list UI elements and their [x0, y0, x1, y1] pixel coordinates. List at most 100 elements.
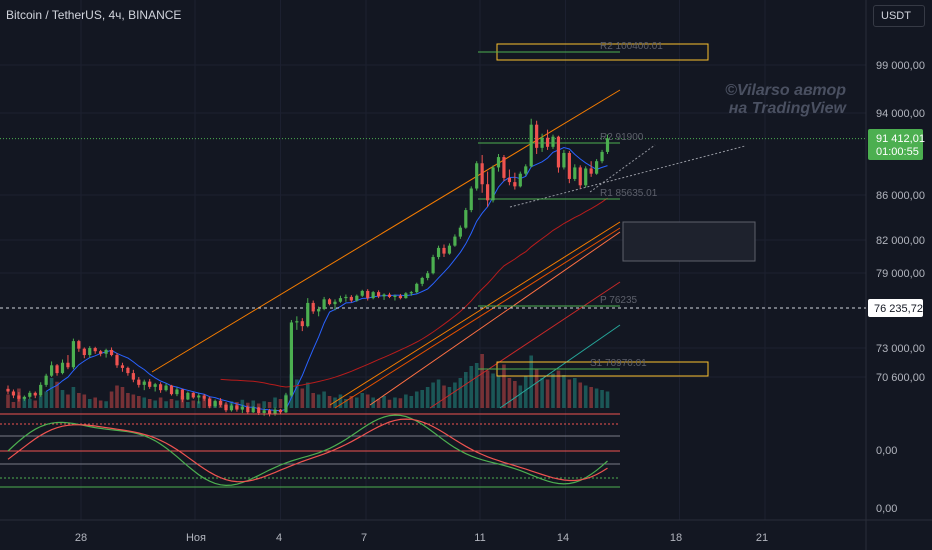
- volume-bar: [545, 379, 550, 408]
- pivot-level-label: P 76235: [600, 295, 638, 306]
- volume-bar: [202, 399, 206, 408]
- candle-body: [475, 163, 479, 189]
- candle-body: [39, 384, 43, 396]
- candle-body: [142, 381, 146, 385]
- candle-body: [126, 367, 130, 374]
- candle-body: [11, 391, 16, 396]
- oscillator-line: [7, 414, 608, 487]
- candle-body: [458, 227, 462, 237]
- volume-bar: [175, 400, 179, 408]
- volume-bar: [491, 373, 495, 408]
- candle-body: [420, 277, 424, 284]
- time-axis-label: 7: [361, 532, 367, 544]
- candle-body: [311, 302, 315, 312]
- volume-bar: [262, 401, 266, 408]
- candle-body: [404, 293, 408, 299]
- candle-body: [507, 177, 511, 183]
- candle-body: [33, 392, 37, 396]
- volume-bar: [273, 397, 277, 408]
- volume-bar: [327, 396, 332, 408]
- candle-body: [284, 395, 288, 413]
- candle-body: [186, 392, 190, 400]
- volume-bar: [605, 391, 610, 408]
- volume-bar: [158, 397, 163, 408]
- volume-bar: [305, 382, 310, 408]
- volume-bar: [556, 370, 561, 408]
- volume-bar: [398, 398, 403, 408]
- candle-body: [240, 406, 244, 410]
- volume-bar: [529, 355, 533, 408]
- volume-bar: [534, 369, 539, 408]
- moving-average-line: [45, 146, 608, 412]
- volume-bar: [562, 375, 566, 408]
- volume-bar: [583, 385, 588, 408]
- candle-body: [469, 188, 473, 211]
- candle-body: [524, 166, 528, 174]
- volume-bar: [469, 366, 474, 408]
- volume-bar: [169, 399, 174, 408]
- candle-body: [382, 294, 386, 297]
- channel-mid-line: [369, 231, 621, 406]
- candle-body: [71, 341, 75, 368]
- volume-bar: [49, 378, 54, 408]
- volume-bar: [191, 400, 196, 408]
- volume-bar: [496, 376, 501, 408]
- volume-bar: [431, 382, 435, 408]
- time-axis-label: 21: [756, 532, 768, 544]
- watermark-line-2: на TradingView: [728, 100, 846, 117]
- volume-bar: [540, 378, 544, 408]
- moving-averages: [45, 146, 608, 412]
- volume-bar: [420, 390, 424, 408]
- crosshair-price-badge: [868, 299, 923, 317]
- candle-body: [120, 365, 125, 368]
- candle-body: [562, 152, 566, 168]
- price-axis-label: 73 000,00: [876, 343, 925, 355]
- candle-body: [55, 365, 59, 374]
- volume-bar: [186, 402, 190, 408]
- volume-bar: [240, 399, 245, 408]
- candle-body: [88, 348, 92, 356]
- oscillator-axis-label: 0,00: [876, 445, 897, 457]
- candle-body: [77, 341, 81, 349]
- pivot-level-label: S1 70970.01: [590, 358, 647, 369]
- channel-lower-line-2: [334, 227, 621, 409]
- volume-bar: [131, 394, 136, 408]
- candle-body: [202, 395, 206, 399]
- price-axis-label: 82 000,00: [876, 235, 925, 247]
- volume-bar: [82, 394, 87, 408]
- volume-bar: [464, 372, 468, 408]
- countdown-label: 01:00:55: [876, 146, 919, 158]
- volume-bar: [594, 388, 599, 408]
- candle-body: [22, 396, 26, 399]
- candle-body: [584, 168, 588, 186]
- volume-bar: [66, 394, 70, 408]
- candle-body: [235, 405, 239, 410]
- candle-body: [159, 384, 163, 391]
- candle-body: [66, 362, 70, 368]
- candle-body: [251, 407, 255, 413]
- candle-body: [436, 247, 441, 258]
- oscillator-signal-line: [7, 418, 608, 483]
- candle-body: [246, 406, 250, 413]
- candle-body: [415, 283, 419, 293]
- candle-body: [513, 182, 517, 187]
- volume-bar: [38, 396, 43, 408]
- candle-body: [295, 321, 299, 323]
- channel-upper-line: [151, 89, 621, 373]
- candle-body: [377, 292, 381, 297]
- candle-body: [131, 373, 135, 380]
- volume-bar: [164, 401, 168, 408]
- volume-bar: [589, 387, 593, 408]
- volume-bar: [567, 379, 572, 408]
- time-axis-label: 28: [75, 532, 87, 544]
- empty-zone-box: [622, 221, 756, 262]
- volume-bar: [22, 397, 27, 408]
- candle-body: [197, 395, 201, 398]
- volume-bar: [109, 391, 114, 408]
- currency-button[interactable]: USDT: [873, 5, 925, 27]
- candle-body: [355, 295, 359, 301]
- volume-bar: [98, 400, 103, 408]
- candle-body: [360, 290, 364, 296]
- volume-bar: [387, 399, 392, 408]
